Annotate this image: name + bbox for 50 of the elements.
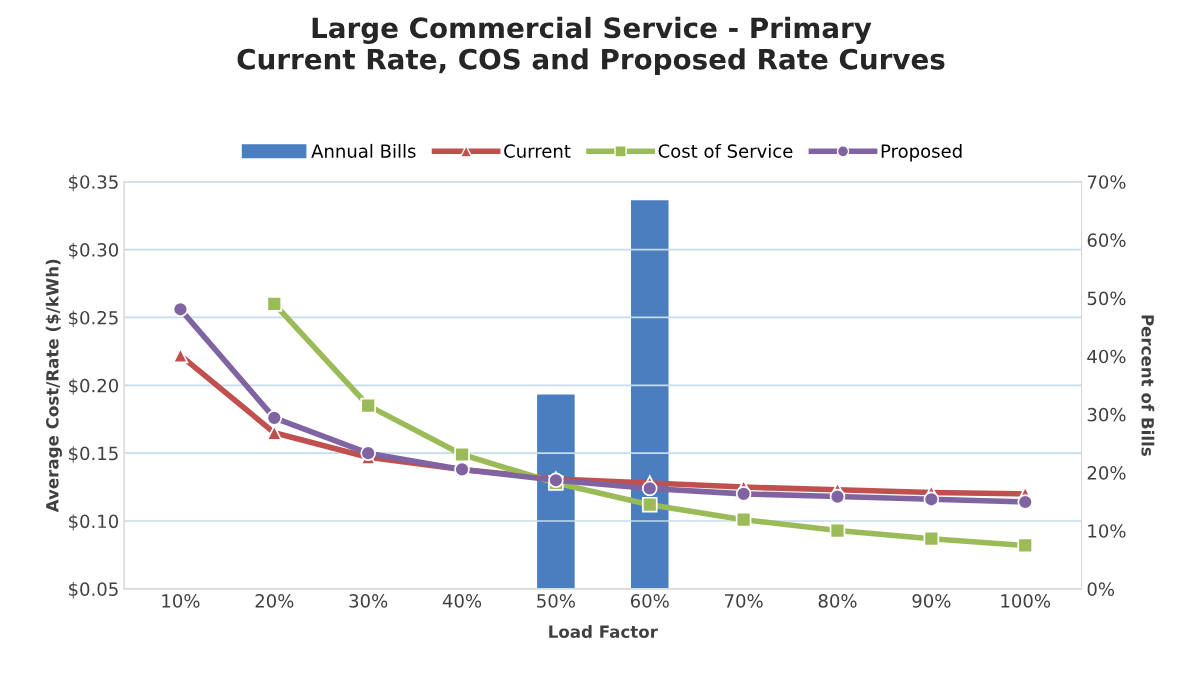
chart-title: Large Commercial Service - Primary Current Rate, COS and Proposed Rate Curves bbox=[237, 16, 945, 76]
point bbox=[1017, 537, 1033, 554]
point bbox=[266, 425, 283, 441]
x-tick-label: 80% bbox=[818, 594, 857, 608]
y-tick-label: $0.35 bbox=[69, 174, 118, 192]
point bbox=[266, 410, 283, 426]
point bbox=[923, 491, 940, 508]
y-axis-title: Average Cost/Rate ($/kWh) bbox=[45, 259, 62, 513]
legend-label: Current bbox=[504, 144, 571, 158]
point bbox=[1017, 494, 1033, 510]
legend-label: Annual Bills bbox=[311, 143, 416, 158]
x-tick-label: 90% bbox=[912, 594, 951, 608]
y2-tick-label: 60% bbox=[1087, 233, 1126, 247]
y-tick-label: $0.15 bbox=[69, 446, 118, 463]
point bbox=[454, 446, 470, 463]
x-tick-label: 20% bbox=[255, 594, 294, 608]
point bbox=[923, 530, 940, 547]
x-tick-label: 70% bbox=[725, 594, 763, 608]
y2-tick-label: 70% bbox=[1087, 175, 1126, 189]
point bbox=[735, 486, 752, 502]
y2-tick-label: 0% bbox=[1087, 582, 1115, 596]
y-tick-label: $0.25 bbox=[69, 310, 118, 327]
y-tick-label: $0.30 bbox=[69, 242, 119, 260]
x-tick-label: 60% bbox=[630, 594, 669, 608]
x-axis-title: Load Factor bbox=[549, 625, 658, 638]
legend-label: Cost of Service bbox=[658, 143, 793, 158]
y2-tick-label: 30% bbox=[1087, 407, 1126, 422]
point bbox=[829, 522, 846, 539]
y2-tick-label: 10% bbox=[1088, 524, 1126, 538]
legend-label: Proposed bbox=[881, 143, 962, 162]
y2-tick-label: 20% bbox=[1087, 466, 1126, 480]
point bbox=[641, 480, 658, 497]
y2-axis-title: Percent of Bills bbox=[1141, 315, 1155, 456]
x-tick-label: 30% bbox=[349, 594, 388, 608]
y-tick-label: $0.20 bbox=[69, 378, 119, 395]
y2-tick-label: 40% bbox=[1087, 349, 1126, 364]
point bbox=[266, 296, 283, 312]
x-tick-label: 100% bbox=[1001, 594, 1051, 608]
x-tick-label: 50% bbox=[537, 594, 575, 608]
y-tick-label: $0.05 bbox=[69, 582, 118, 599]
point bbox=[172, 301, 189, 318]
y-tick-label: $0.10 bbox=[69, 514, 119, 531]
point bbox=[735, 511, 752, 528]
y2-tick-label: 50% bbox=[1087, 291, 1126, 306]
x-tick-label: 10% bbox=[162, 594, 200, 608]
x-tick-label: 40% bbox=[442, 594, 482, 608]
point bbox=[360, 397, 376, 414]
point bbox=[641, 496, 658, 513]
point bbox=[360, 445, 376, 461]
point bbox=[829, 488, 846, 505]
